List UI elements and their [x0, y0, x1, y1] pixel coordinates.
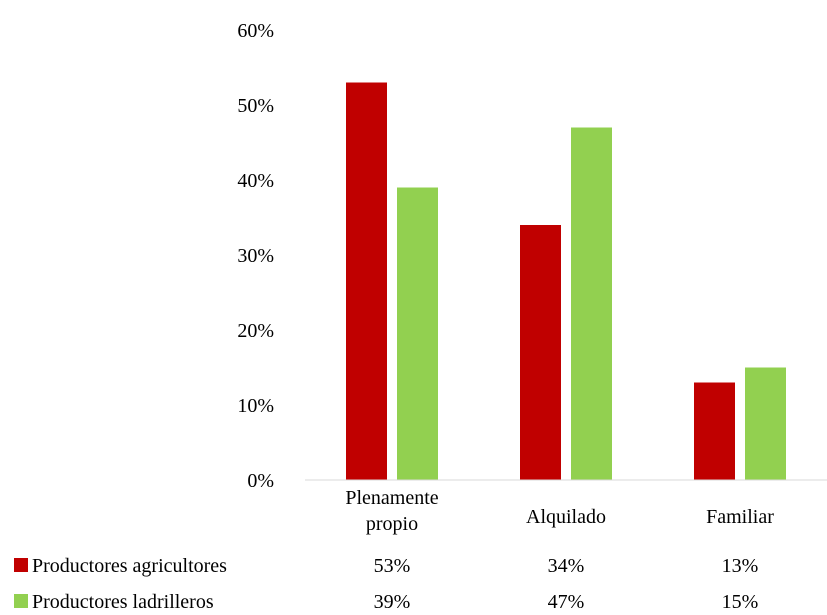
legend-swatch [14, 594, 28, 608]
y-tick-label: 60% [237, 20, 274, 42]
data-table-value: 47% [548, 591, 585, 613]
y-tick-label: 0% [247, 470, 274, 492]
x-category-label: Alquilado [526, 506, 606, 528]
bar [346, 82, 387, 480]
y-tick-label: 20% [237, 320, 274, 342]
bars [346, 82, 786, 480]
data-table-value: 15% [722, 591, 759, 613]
x-axis-category-labels: Plenamente propio Alquilado Familiar [345, 487, 774, 535]
y-axis-tick-labels: 0% 10% 20% 30% 40% 50% 60% [237, 20, 274, 492]
y-tick-label: 30% [237, 245, 274, 267]
legend-series-name: Productores ladrilleros [32, 591, 214, 613]
y-tick-label: 40% [237, 170, 274, 192]
bar [694, 382, 735, 480]
bar [520, 225, 561, 480]
data-table-value: 34% [548, 555, 585, 577]
legend-swatch [14, 558, 28, 572]
y-tick-label: 50% [237, 95, 274, 117]
y-tick-label: 10% [237, 395, 274, 417]
data-table-value: 53% [374, 555, 411, 577]
x-category-label: Familiar [706, 506, 774, 528]
data-table-value: 13% [722, 555, 759, 577]
bar [571, 127, 612, 480]
x-category-label: Plenamente propio [345, 487, 438, 535]
legend-series-name: Productores agricultores [32, 555, 227, 577]
bar [745, 367, 786, 480]
data-table-value: 39% [374, 591, 411, 613]
bar [397, 187, 438, 480]
data-table: Productores agricultores 53% 34% 13% Product… [14, 555, 758, 613]
